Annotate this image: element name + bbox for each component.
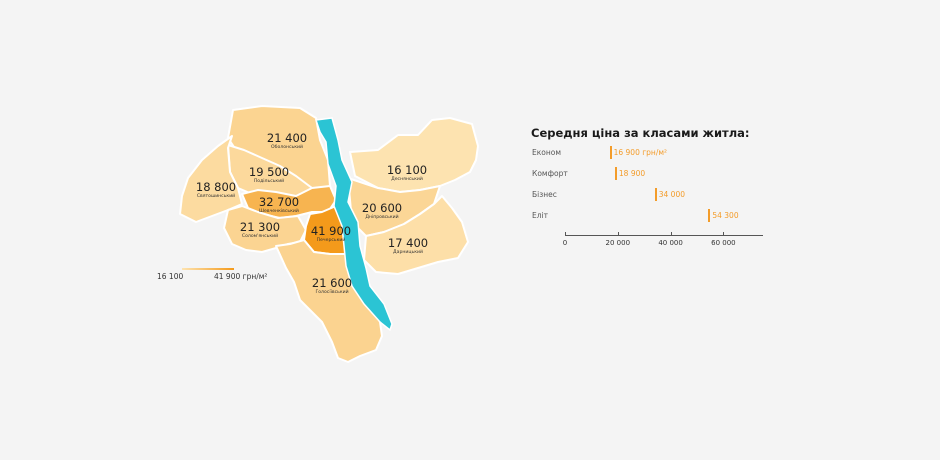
district-darnytskyi[interactable] — [363, 195, 469, 275]
bar-value-label: 34 000 — [658, 190, 685, 199]
label-shevchenkivskyi: 32 700 Шевченківський — [259, 195, 299, 214]
label-pecherskyi: 41 900 Печерський — [311, 224, 351, 243]
dnipro-river — [314, 117, 393, 332]
label-obolonskyi: 21 400 Оболонський — [267, 131, 307, 150]
bar-value-marker — [708, 209, 711, 222]
x-axis-tick — [723, 232, 725, 236]
district-name-label: Голосіївський — [315, 288, 348, 295]
x-axis-tick-label: 20 000 — [605, 239, 631, 247]
x-axis-tick — [565, 232, 566, 236]
label-sviatoshynskyi: 18 800 Святошинський — [196, 180, 236, 199]
bar-value-marker — [614, 167, 617, 180]
bar-category-label: Еліт — [532, 211, 548, 220]
district-price-label: 21 400 — [267, 131, 307, 145]
x-axis-tick-label: 0 — [562, 239, 568, 247]
bar-value-label: 16 900 грн/м² — [613, 148, 668, 157]
legend-max-label: 41 900 грн/м² — [214, 272, 268, 281]
label-solomianskyi: 21 300 Солом'янський — [240, 220, 280, 239]
district-name-label: Шевченківський — [259, 207, 299, 214]
label-holosiivskyi: 21 600 Голосіївський — [312, 276, 352, 295]
x-axis-tick — [617, 232, 619, 236]
district-sviatoshynskyi[interactable] — [179, 135, 243, 223]
district-price-label: 21 600 — [312, 276, 352, 290]
district-holosiivskyi[interactable] — [275, 239, 383, 363]
district-name-label: Печерський — [317, 236, 346, 243]
chart-title: Середня ціна за класами житла: — [531, 126, 750, 140]
district-price-label: 19 500 — [249, 165, 289, 179]
label-darnytskyi: 17 400 Дарницький — [388, 236, 428, 255]
x-axis-tick — [670, 232, 672, 236]
district-price-label: 21 300 — [240, 220, 280, 234]
district-price-label: 18 800 — [196, 180, 236, 194]
label-dniprovskyi: 20 600 Дніпровський — [362, 201, 402, 220]
district-price-label: 41 900 — [311, 224, 351, 238]
bar-category-label: Економ — [532, 148, 562, 157]
label-podilskyi: 19 500 Подільський — [249, 165, 289, 184]
district-name-label: Святошинський — [197, 192, 235, 199]
district-price-label: 16 100 — [387, 163, 427, 177]
district-price-label: 17 400 — [388, 236, 428, 250]
legend-color-bar — [182, 268, 234, 270]
bar-value-marker — [609, 146, 612, 159]
district-name-label: Подільський — [254, 177, 284, 184]
bar-value-label: 18 900 — [618, 169, 646, 178]
district-name-label: Оболонський — [271, 143, 303, 150]
district-name-label: Солом'янський — [242, 232, 278, 239]
bar-category-label: Комфорт — [532, 169, 568, 178]
x-axis-tick-label: 40 000 — [658, 239, 683, 247]
x-axis-line — [565, 235, 763, 236]
district-name-label: Дніпровський — [365, 213, 398, 220]
bar-category-label: Бізнес — [532, 190, 557, 199]
district-price-label: 32 700 — [259, 195, 299, 209]
x-axis-tick-label: 60 000 — [711, 239, 736, 247]
district-name-label: Деснянський — [391, 175, 423, 182]
bar-value-marker — [654, 188, 657, 201]
legend-min-label: 16 100 — [157, 272, 184, 281]
district-name-label: Дарницький — [393, 248, 423, 255]
district-price-label: 20 600 — [362, 201, 402, 215]
bar-value-label: 54 300 — [712, 211, 739, 220]
label-desnianskyi: 16 100 Деснянський — [387, 163, 427, 182]
